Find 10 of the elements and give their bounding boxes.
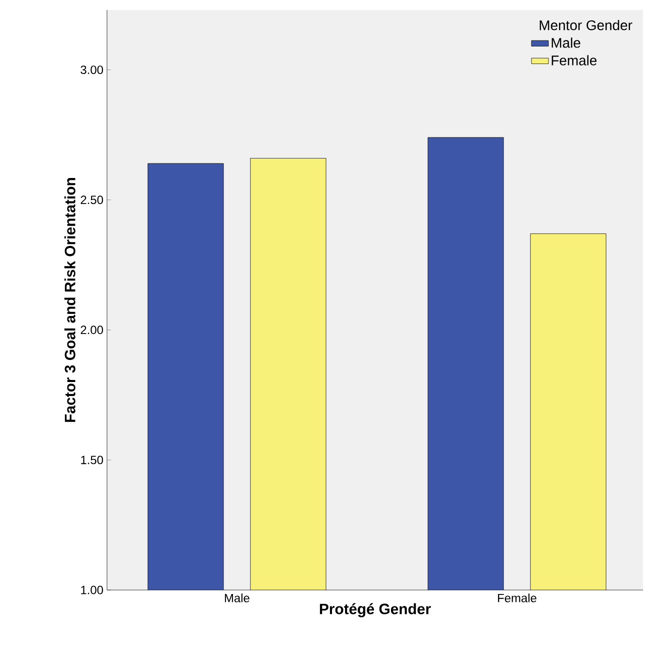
- y-tick-label: 2.50: [80, 196, 104, 204]
- y-tick-label: 1.50: [81, 456, 104, 464]
- y-tick-label: 1.00: [81, 586, 104, 594]
- y-tick-label: 3.00: [80, 66, 104, 74]
- legend-title: Mentor Gender: [540, 20, 632, 30]
- legend-label: Male: [552, 38, 580, 48]
- y-tick-label: 2.00: [80, 326, 104, 334]
- legend-label: Female: [552, 55, 597, 66]
- x-axis-title: Protégé Gender: [320, 603, 431, 618]
- y-axis-title: Factor 3 Goal and Risk Orientation: [64, 178, 76, 422]
